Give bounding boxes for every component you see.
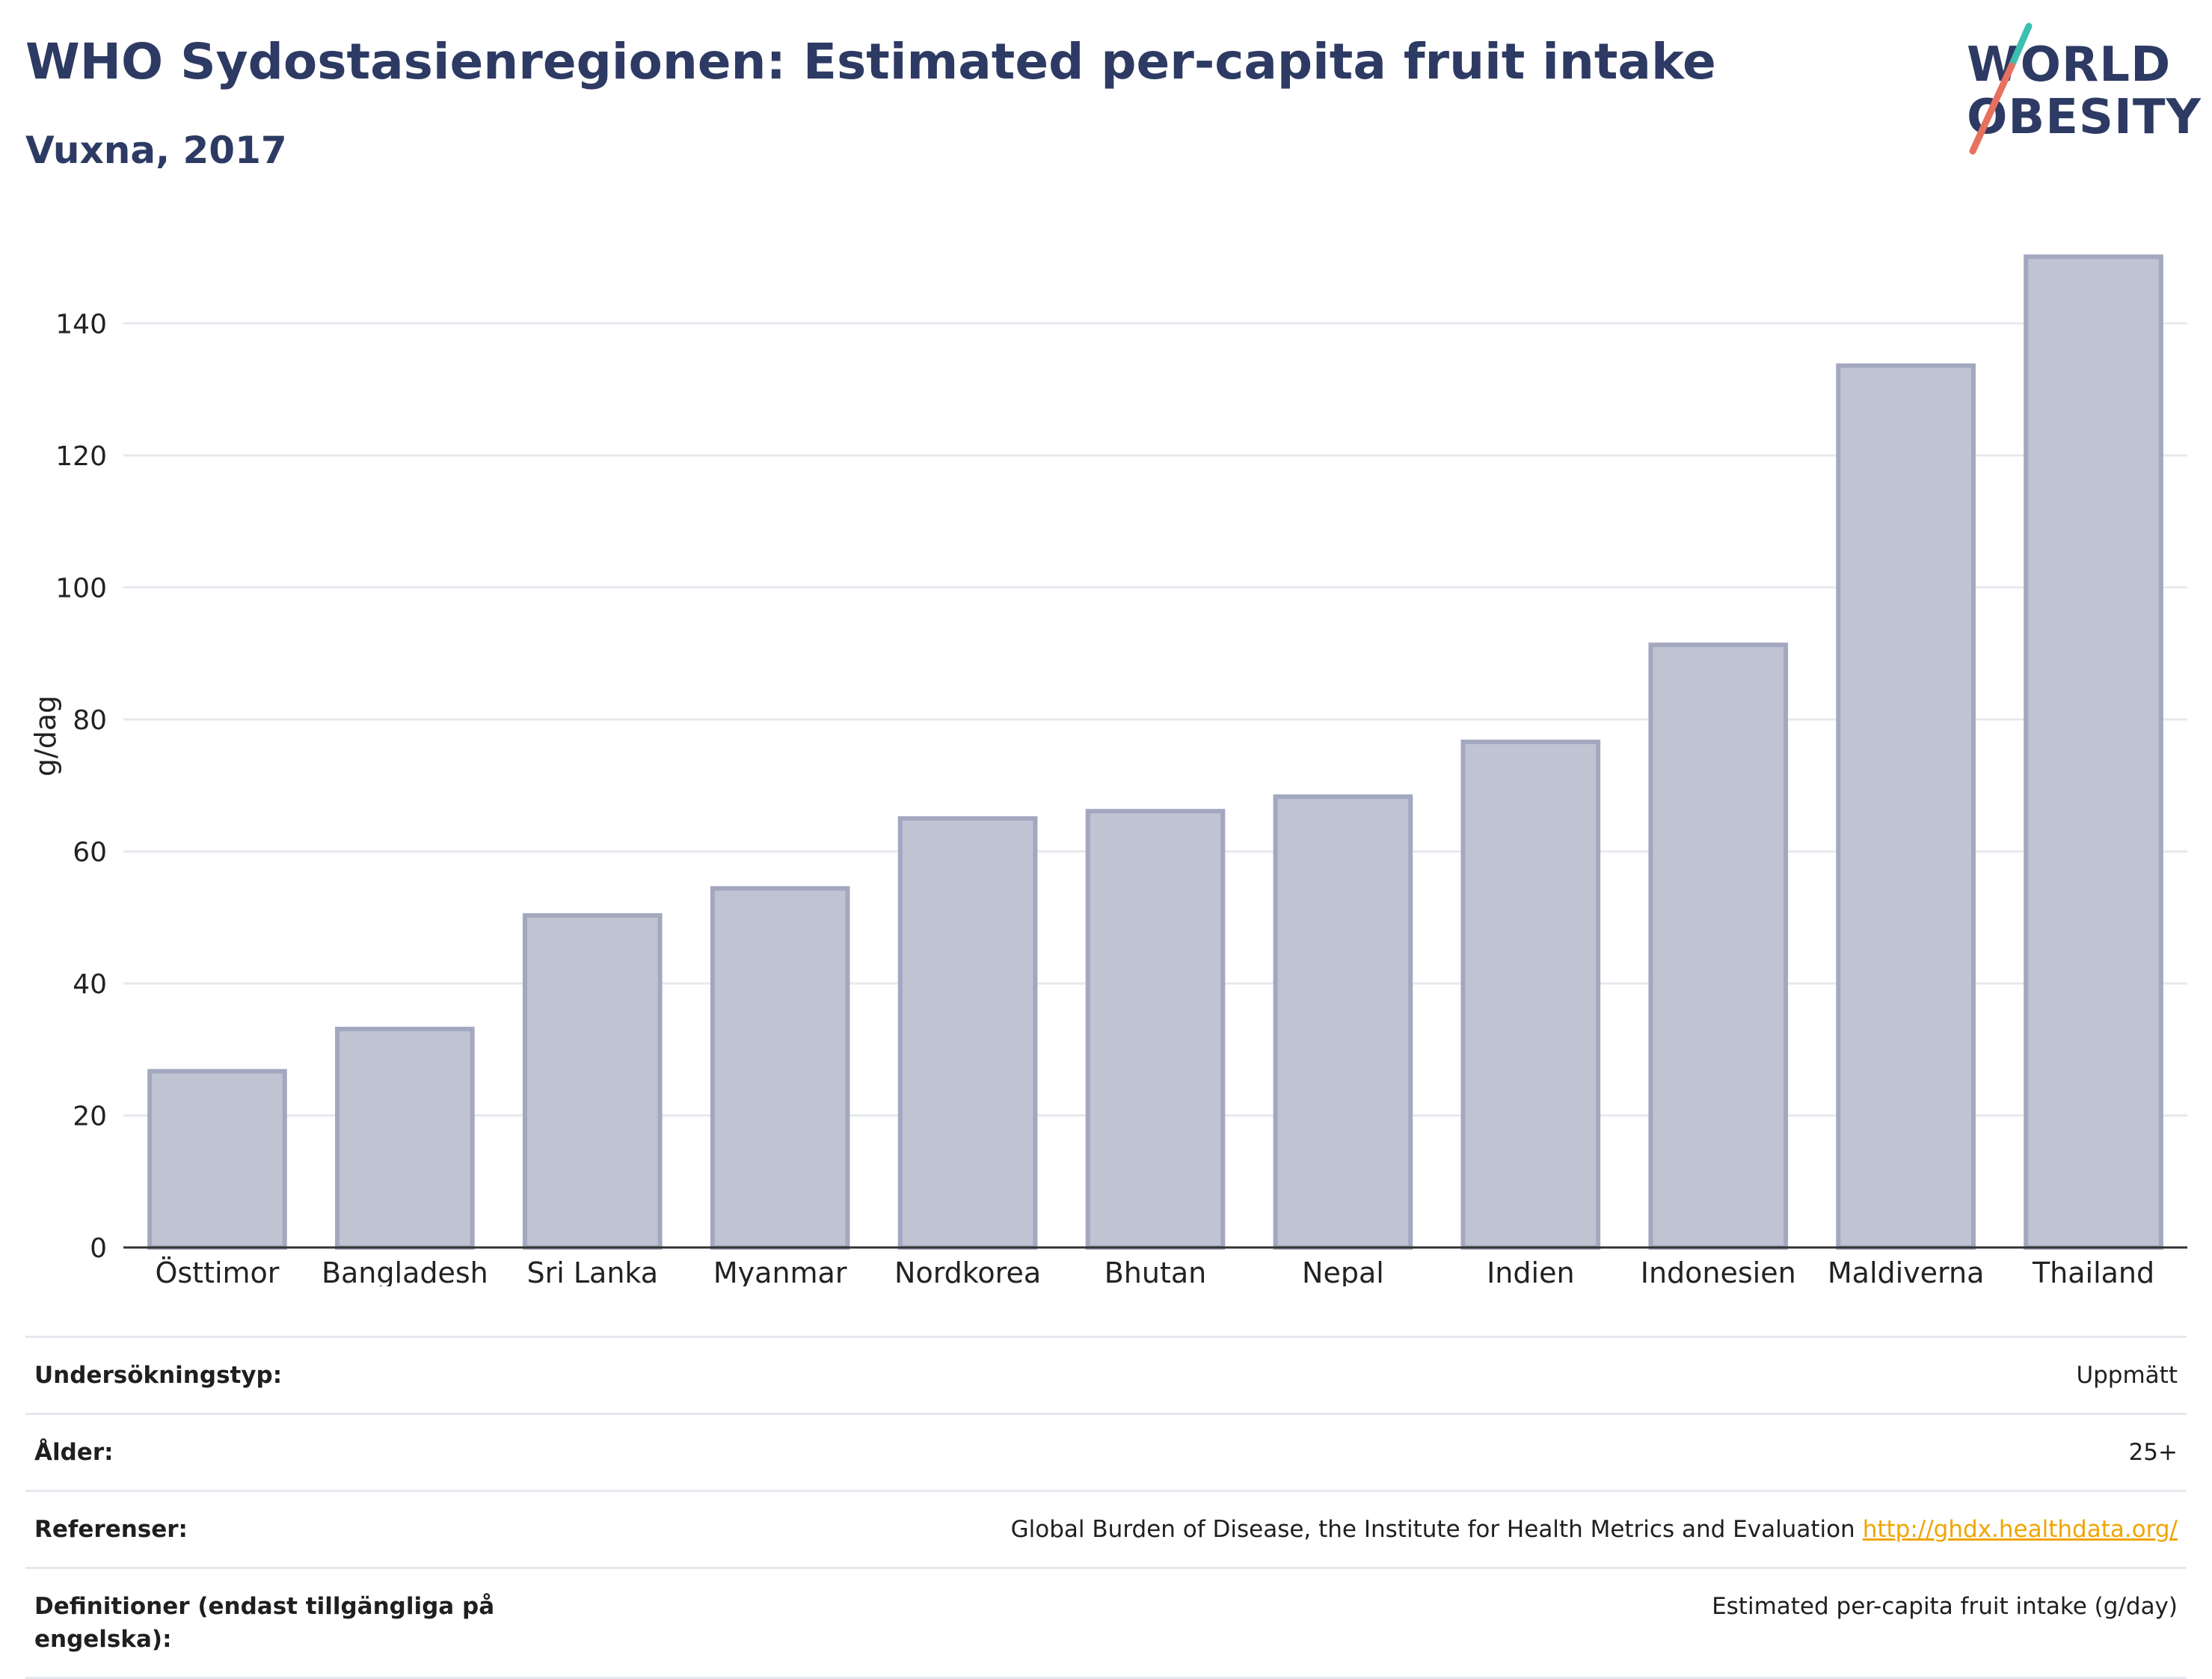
y-axis-title: g/dag bbox=[29, 696, 62, 776]
y-tick-label: 20 bbox=[73, 1101, 107, 1132]
info-label: Referenser: bbox=[34, 1516, 188, 1543]
bar-indonesien[interactable] bbox=[1648, 642, 1789, 1250]
chart-subtitle: Vuxna, 2017 bbox=[25, 129, 287, 172]
axes: 0 20 40 60 80 100 120 140 Östtimor Bangladesh Sri … bbox=[55, 309, 2187, 1286]
info-row: Undersökningstyp: Uppmätt bbox=[25, 1336, 2187, 1413]
bar-bhutan[interactable] bbox=[1085, 808, 1226, 1250]
info-value-text: Estimated per-capita fruit intake (g/day… bbox=[1712, 1593, 2178, 1620]
bars bbox=[147, 254, 2163, 1250]
x-tick-label: Sri Lanka bbox=[526, 1256, 658, 1286]
bar-sri-lanka[interactable] bbox=[522, 913, 663, 1250]
world-obesity-logo[interactable]: WORLD OBESITY bbox=[1944, 21, 2202, 163]
bar-nordkorea[interactable] bbox=[897, 816, 1038, 1250]
bar-östtimor[interactable] bbox=[147, 1069, 287, 1250]
info-row: Definitioner (endast tillgängliga på eng… bbox=[25, 1567, 2187, 1679]
chart-title: WHO Sydostasienregionen: Estimated per-c… bbox=[25, 33, 1716, 90]
x-tick-label: Nepal bbox=[1302, 1256, 1384, 1286]
y-tick-label: 80 bbox=[73, 705, 107, 736]
bar-bangladesh[interactable] bbox=[335, 1026, 475, 1250]
x-tick-label: Maldiverna bbox=[1828, 1256, 1985, 1286]
y-tick-label: 140 bbox=[55, 309, 107, 340]
info-value: Uppmätt bbox=[2076, 1359, 2178, 1392]
info-label: Ålder: bbox=[34, 1439, 114, 1466]
bar-nepal[interactable] bbox=[1273, 794, 1413, 1250]
info-label: Definitioner (endast tillgängliga på eng… bbox=[34, 1593, 495, 1653]
x-tick-label: Myanmar bbox=[713, 1256, 847, 1286]
y-tick-label: 100 bbox=[55, 573, 107, 604]
info-value: 25+ bbox=[2129, 1436, 2178, 1469]
info-value-text: Uppmätt bbox=[2076, 1362, 2178, 1389]
bar-thailand[interactable] bbox=[2024, 254, 2163, 1250]
x-tick-label: Östtimor bbox=[155, 1256, 279, 1286]
info-label: Undersökningstyp: bbox=[34, 1362, 283, 1389]
info-row: Referenser: Global Burden of Disease, the… bbox=[25, 1490, 2187, 1567]
bar-maldiverna[interactable] bbox=[1836, 363, 1976, 1250]
info-value-text: 25+ bbox=[2128, 1439, 2178, 1466]
info-value-text: Global Burden of Disease, the Institute … bbox=[1010, 1516, 1855, 1543]
info-row: Ålder: 25+ bbox=[25, 1413, 2187, 1490]
y-tick-label: 120 bbox=[55, 441, 107, 472]
reference-link[interactable]: http://ghdx.healthdata.org/ bbox=[1862, 1516, 2178, 1543]
x-tick-label: Thailand bbox=[2032, 1256, 2154, 1286]
logo-slash-icon bbox=[1969, 22, 2033, 155]
bar-chart: 0 20 40 60 80 100 120 140 Östtimor Bangladesh Sri … bbox=[29, 254, 2187, 1286]
info-value: Global Burden of Disease, the Institute … bbox=[1011, 1513, 2178, 1546]
x-tick-label: Indonesien bbox=[1641, 1256, 1796, 1286]
x-tick-label: Nordkorea bbox=[894, 1256, 1041, 1286]
bar-indien[interactable] bbox=[1460, 739, 1601, 1250]
x-tick-label: Bangladesh bbox=[322, 1256, 488, 1286]
y-tick-label: 60 bbox=[73, 837, 107, 868]
x-tick-label: Bhutan bbox=[1105, 1256, 1207, 1286]
y-tick-label: 0 bbox=[90, 1233, 107, 1264]
info-value: Estimated per-capita fruit intake (g/day… bbox=[1712, 1590, 2178, 1623]
bar-myanmar[interactable] bbox=[710, 885, 850, 1250]
y-tick-label: 40 bbox=[73, 969, 107, 1000]
x-tick-label: Indien bbox=[1487, 1256, 1574, 1286]
logo-line-2: OBESITY bbox=[1967, 90, 2202, 145]
info-table: Undersökningstyp: Uppmätt Ålder: 25+ Referen… bbox=[25, 1336, 2187, 1679]
